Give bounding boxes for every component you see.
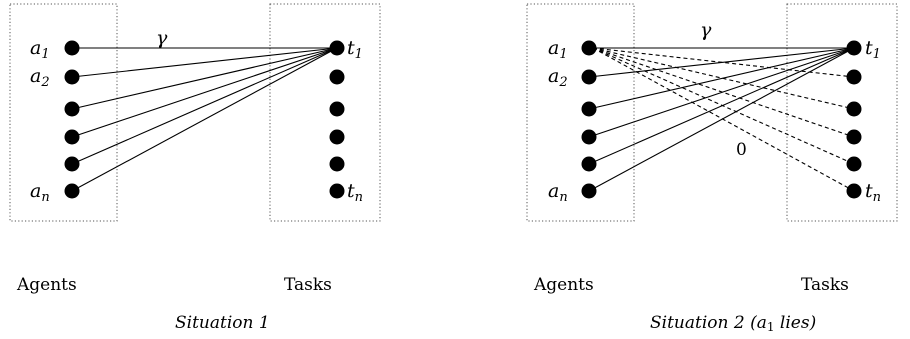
tasks-box — [270, 4, 380, 221]
task-node-3 — [330, 102, 345, 117]
tasks-label: Tasks — [284, 275, 332, 295]
agent-node-1 — [65, 41, 80, 56]
agent-label-a2: a2 — [30, 65, 50, 90]
task-node-6 — [330, 184, 345, 199]
agent-node-3 — [582, 102, 597, 117]
edge-agent-4-to-task-1 — [72, 48, 337, 137]
task-node-5 — [847, 157, 862, 172]
edge-agent-6-to-task-1 — [72, 48, 337, 191]
task-node-4 — [847, 130, 862, 145]
task-node-1 — [847, 41, 862, 56]
agent-node-4 — [65, 130, 80, 145]
edge-agent-5-to-task-1 — [589, 48, 854, 164]
agent-node-1 — [582, 41, 597, 56]
agents-label: Agents — [16, 275, 77, 295]
agent-label-an: an — [548, 180, 568, 205]
agent-node-2 — [582, 70, 597, 85]
task-label-tn: tn — [347, 180, 363, 205]
tasks-label: Tasks — [801, 275, 849, 295]
task-node-3 — [847, 102, 862, 117]
task-label-tn: tn — [865, 180, 881, 205]
agent-node-5 — [65, 157, 80, 172]
task-node-2 — [330, 70, 345, 85]
panel-situation-2: a1 a2 an t1 tn γ 0 Agents Tasks Situatio… — [527, 4, 897, 334]
agent-label-an: an — [30, 180, 50, 205]
task-label-t1: t1 — [865, 37, 881, 62]
agents-box — [10, 4, 117, 221]
agent-node-3 — [65, 102, 80, 117]
caption-situation-2: Situation 2 (a1 lies) — [650, 313, 816, 334]
dashed-edge-weight-zero: 0 — [736, 140, 747, 160]
edge-weight-gamma: γ — [700, 19, 712, 41]
task-node-2 — [847, 70, 862, 85]
task-node-6 — [847, 184, 862, 199]
task-node-4 — [330, 130, 345, 145]
agent-node-4 — [582, 130, 597, 145]
edge-agent-3-to-task-1 — [72, 48, 337, 109]
edge-agent-2-to-task-1 — [72, 48, 337, 77]
tasks-box — [787, 4, 897, 221]
agent-node-2 — [65, 70, 80, 85]
agent-node-5 — [582, 157, 597, 172]
caption-situation-1: Situation 1 — [175, 313, 270, 333]
task-label-t1: t1 — [347, 37, 363, 62]
task-node-5 — [330, 157, 345, 172]
agents-box — [527, 4, 634, 221]
task-node-1 — [330, 41, 345, 56]
edge-weight-gamma: γ — [156, 27, 168, 49]
agent-node-6 — [65, 184, 80, 199]
agent-node-6 — [582, 184, 597, 199]
agents-label: Agents — [533, 275, 594, 295]
edges-group — [72, 48, 337, 191]
agent-label-a1: a1 — [30, 37, 50, 62]
panel-situation-1: a1 a2 an t1 tn γ Agents Tasks Situation … — [10, 4, 380, 333]
agent-label-a2: a2 — [548, 65, 568, 90]
edge-agent-5-to-task-1 — [72, 48, 337, 164]
agent-label-a1: a1 — [548, 37, 568, 62]
